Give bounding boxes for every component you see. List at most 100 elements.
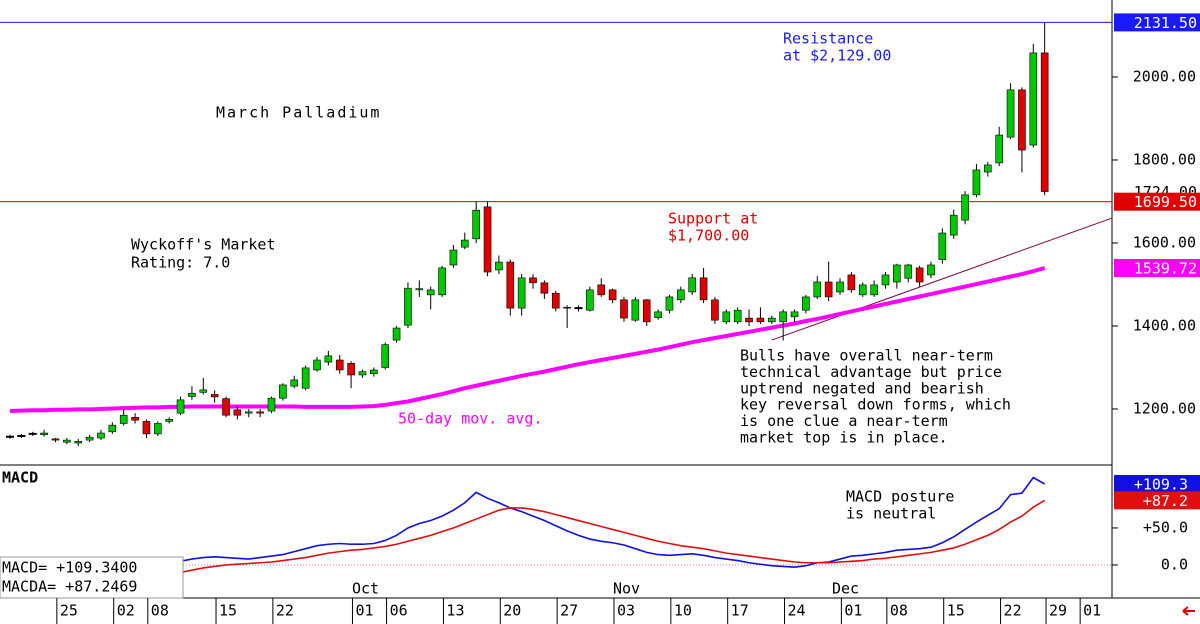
comment-note: uptrend negated and bearish (740, 379, 984, 397)
candle-body (358, 371, 367, 376)
candle-body (927, 264, 935, 276)
candle-body (119, 414, 128, 424)
panel-title: MACD (2, 469, 38, 487)
candle-body (586, 289, 594, 311)
candle-body (154, 423, 162, 435)
macd-value-label: +87.2 (1143, 492, 1188, 510)
candle-body (756, 317, 765, 323)
x-tick-label: 17 (731, 602, 749, 620)
candle-body (415, 288, 424, 291)
x-tick-label: 15 (947, 602, 965, 620)
x-tick-label: 13 (446, 602, 464, 620)
candle-body (904, 264, 913, 279)
macd-value-box (1114, 491, 1200, 510)
candle-body (665, 296, 674, 311)
x-tick-label: 25 (60, 602, 78, 620)
comment-note: technical advantage but price (740, 363, 1002, 381)
candle-body (165, 419, 173, 422)
candle-body (472, 209, 480, 240)
candle-body (654, 311, 662, 318)
candle-body (1018, 89, 1026, 151)
candle-body (620, 299, 628, 319)
y-tick-label: 1600.00 (1133, 233, 1196, 251)
candle-body (540, 282, 549, 294)
candle-body (267, 397, 276, 412)
candle-body (108, 424, 117, 433)
candle-body (85, 436, 94, 441)
candle-body (244, 411, 253, 414)
candle-body (688, 277, 697, 293)
legend-entry: MACDA= +87.2469 (2, 578, 137, 596)
macd-value-box (1114, 475, 1200, 494)
y-tick-label: +50.0 (1143, 518, 1188, 536)
candle-body (335, 359, 344, 371)
candle-body (142, 421, 151, 435)
candle-body (279, 384, 287, 399)
comment-note: key reversal down forms, which (740, 396, 1011, 414)
candle-body (506, 261, 515, 309)
candle-body (176, 399, 185, 414)
x-tick-label: 10 (674, 602, 692, 620)
x-tick-label: 03 (617, 602, 635, 620)
resistance-note: at $2,129.00 (783, 47, 891, 65)
rating-note: Rating: 7.0 (131, 254, 230, 272)
x-tick-label: 01 (844, 602, 862, 620)
candle-body (97, 432, 105, 439)
candle-body (938, 232, 947, 260)
x-tick-label: 08 (890, 602, 908, 620)
x-tick-label: 01 (355, 602, 373, 620)
candle-body (972, 169, 981, 196)
candle-body (984, 164, 992, 173)
support-label: 1699.50 (1134, 193, 1197, 211)
candle-body (438, 267, 446, 296)
x-tick-label: 08 (151, 602, 169, 620)
candle-body (233, 409, 242, 416)
comment-note: Bulls have overall near-term (740, 347, 993, 365)
x-tick-label: 24 (788, 602, 806, 620)
candle-body (222, 398, 230, 416)
candle-body (131, 416, 139, 421)
rating-note: Wyckoff's Market (131, 236, 276, 254)
macd-note: MACD posture (846, 488, 954, 506)
candle-body (324, 355, 333, 363)
moving-average-box (1114, 258, 1200, 277)
candle-body (40, 432, 48, 436)
candle-body (256, 411, 264, 414)
candle-body (847, 274, 856, 291)
candle-body (517, 277, 526, 309)
candle-body (313, 359, 321, 371)
x-tick-label: 01 (1083, 602, 1101, 620)
candle-body (779, 311, 787, 323)
candle-body (1029, 52, 1038, 146)
month-label: Oct (352, 580, 379, 598)
x-tick-label: 02 (117, 602, 135, 620)
support-note: $1,700.00 (668, 227, 749, 245)
candle-body (677, 289, 685, 301)
candle-body (858, 284, 867, 296)
y-tick-label: 0.0 (1161, 555, 1188, 573)
candle-body (392, 327, 401, 341)
macd-line (180, 499, 1046, 574)
candle-body (699, 277, 708, 301)
x-tick-label: 27 (560, 602, 578, 620)
support-note: Support at (668, 210, 758, 228)
candle-body (767, 317, 776, 323)
y-tick-label: 1800.00 (1133, 150, 1196, 168)
candle-body (74, 441, 83, 444)
candle-body (881, 274, 890, 286)
support-box (1114, 192, 1200, 211)
arrow-icon (1182, 606, 1195, 616)
resistance-label: 2131.50 (1134, 14, 1197, 32)
candle-body (381, 344, 390, 368)
candle-body (733, 309, 742, 323)
macd-line (180, 476, 1046, 568)
candle-body (608, 289, 617, 301)
candle-body (529, 277, 537, 284)
resistance-box (1114, 13, 1200, 32)
x-tick-label: 15 (219, 602, 237, 620)
candle-body (949, 214, 958, 236)
candle-body (210, 394, 219, 398)
candle-body (802, 296, 810, 311)
candle-body (961, 194, 969, 221)
